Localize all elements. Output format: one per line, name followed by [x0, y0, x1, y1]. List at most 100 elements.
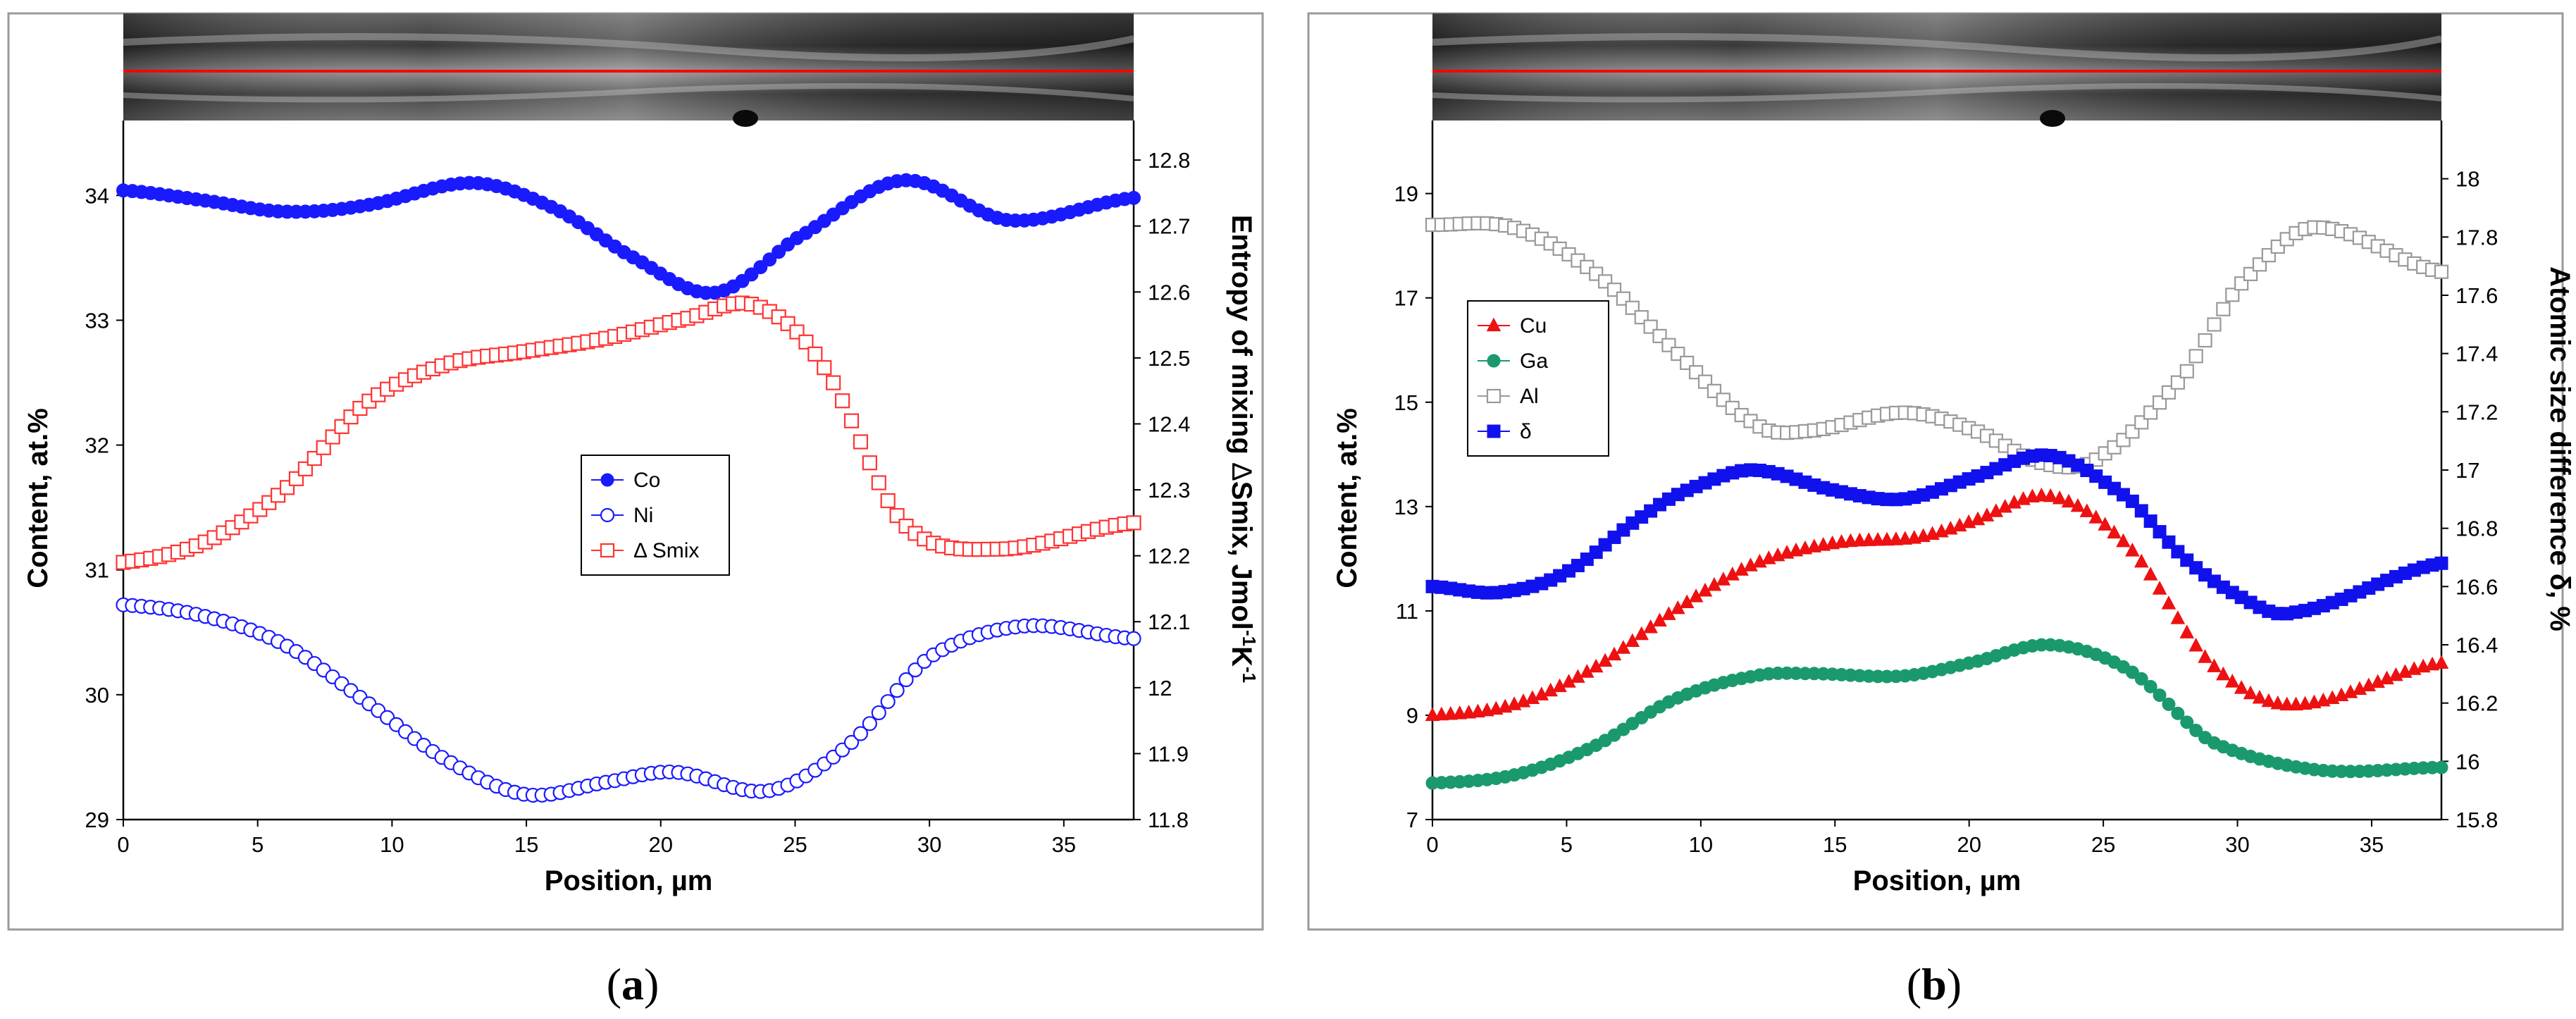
chart-a-xtick-label: 15 — [514, 832, 538, 857]
chart-b-point-cu — [2216, 666, 2231, 681]
caption-a: (a) — [607, 959, 660, 1009]
chart-b-point-cu — [2098, 517, 2112, 531]
chart-a-y2tick-label: 11.9 — [1148, 741, 1189, 766]
chart-a-ytick-label: 30 — [85, 683, 109, 708]
chart-b-y2tick-label: 16.2 — [2456, 691, 2498, 716]
chart-b-point-cu — [1888, 531, 1904, 545]
chart-a-point-δsmix — [834, 393, 850, 409]
chart-b-point-cu — [2234, 680, 2249, 694]
chart-b-point-cu — [2116, 533, 2131, 548]
chart-b-point-cu — [1852, 532, 1867, 547]
chart-b-ytick-label: 13 — [1394, 495, 1418, 519]
chart-b-point-cu — [1425, 707, 1440, 722]
chart-a-ytick-label: 29 — [85, 808, 109, 832]
chart-a-legend-marker — [600, 543, 615, 558]
chart-b-legend-label: δ — [1520, 420, 1532, 443]
caption-b: (b) — [1907, 959, 1962, 1009]
chart-a-legend-marker — [600, 473, 614, 487]
chart-a-point-ni — [908, 662, 923, 678]
chart-b-xtick-label: 10 — [1689, 832, 1713, 857]
chart-b-point-cu — [2043, 488, 2058, 502]
chart-b-y2tick-label: 16.8 — [2456, 517, 2498, 541]
chart-b-point-ga — [2171, 706, 2185, 720]
chart-b-point-al — [2198, 333, 2212, 348]
chart-a-series-ni — [116, 597, 1141, 803]
chart-a-legend-label: Ni — [633, 504, 653, 527]
chart-b-point-cu — [1743, 557, 1758, 572]
chart-a-point-δsmix — [1126, 515, 1141, 531]
chart-b-y2tick-label: 17.8 — [2456, 225, 2498, 249]
chart-b-point-cu — [2261, 693, 2277, 708]
chart-b-point-ga — [2153, 688, 2167, 703]
chart-a-y2tick-label: 12.6 — [1148, 280, 1190, 304]
chart-a-point-co — [1127, 190, 1141, 205]
chart-b-point-cu — [1870, 531, 1885, 546]
chart-a-point-δsmix — [843, 413, 860, 428]
chart-a-xtick-label: 25 — [783, 832, 807, 857]
chart-a-xtick-label: 35 — [1052, 832, 1076, 857]
chart-b-legend-marker — [1486, 388, 1501, 404]
chart-b-point-δ — [2434, 556, 2448, 570]
chart-a-point-ni — [880, 693, 896, 710]
chart-a: 0 5 10 15 20 25 30 35 29 30 31 32 33 34 11.8 11.9 12 12.1… — [23, 121, 1260, 896]
chart-b-point-cu — [2198, 649, 2212, 663]
chart-b-point-cu — [2125, 542, 2140, 557]
chart-b-point-ga — [2143, 679, 2157, 693]
chart-b-y2tick-label: 17.4 — [2456, 342, 2498, 366]
chart-b-point-cu — [2061, 493, 2076, 508]
chart-a-y2tick-label: 12.8 — [1148, 148, 1190, 173]
chart-a-legend-marker — [600, 507, 615, 523]
chart-b-legend-marker — [1486, 317, 1501, 332]
chart-b-y2-axis-title: Atomic size difference δ, % — [2544, 266, 2575, 631]
chart-b-xtick-label: 25 — [2091, 832, 2115, 857]
chart-b-xtick-label: 15 — [1823, 832, 1847, 857]
chart-a-point-ni — [862, 716, 877, 731]
panel-b-frame — [1307, 12, 2564, 931]
chart-a-point-ni — [871, 705, 886, 721]
chart-b-point-ga — [2125, 665, 2139, 679]
chart-a-point-ni — [843, 734, 860, 751]
chart-b-y2tick-label: 16 — [2456, 749, 2479, 774]
chart-b-legend-marker — [1487, 354, 1501, 368]
chart-b-y2tick-label: 18 — [2456, 167, 2479, 192]
chart-b-point-cu — [1434, 706, 1449, 721]
chart-b-ytick-label: 11 — [1396, 599, 1418, 624]
chart-b-point-cu — [2143, 567, 2158, 581]
chart-b-point-cu — [2243, 685, 2258, 700]
chart-a-y2tick-label: 12.2 — [1148, 544, 1190, 569]
chart-b-legend: Cu Ga Al δ — [1467, 300, 1609, 457]
chart-a-point-co — [762, 252, 777, 267]
chart-b-point-cu — [2152, 581, 2167, 595]
chart-a-series-deltasmix — [116, 295, 1141, 570]
chart-a-y2tick-label: 12 — [1148, 676, 1172, 700]
chart-a-ytick-label: 34 — [85, 183, 109, 208]
chart-a-legend-label: Co — [633, 469, 660, 492]
chart-b-point-cu — [1879, 531, 1895, 546]
chart-b-point-cu — [2007, 495, 2021, 509]
chart-a-point-δsmix — [871, 475, 886, 490]
chart-b-point-cu — [2270, 695, 2286, 710]
chart-a-point-δsmix — [853, 434, 869, 450]
chart-a-point-δsmix — [807, 346, 823, 362]
chart-b-point-cu — [2279, 696, 2294, 711]
chart-a-y2tick-label: 12.1 — [1148, 610, 1190, 634]
chart-b-point-cu — [1616, 640, 1631, 654]
chart-b-x-axis-title: Position, µm — [1853, 865, 2021, 896]
chart-b-series-cu — [1425, 487, 2449, 722]
chart-a-y2tick-label: 12.7 — [1148, 214, 1190, 239]
chart-a-ytick-label: 32 — [85, 433, 109, 458]
chart-b-point-cu — [1861, 532, 1876, 546]
panel-b-micrograph — [1432, 13, 2443, 127]
chart-a-ytick-label: 33 — [85, 308, 109, 333]
chart-b-point-δ — [2134, 504, 2148, 518]
chart-a-xtick-label: 0 — [117, 832, 129, 857]
chart-b-legend-marker — [1487, 424, 1501, 438]
chart-b-point-cu — [2252, 689, 2267, 704]
chart-a-y2tick-label: 11.8 — [1148, 808, 1189, 832]
chart-b-point-cu — [2179, 624, 2195, 638]
chart-b-point-ga — [2189, 724, 2203, 738]
chart-b-point-cu — [2088, 510, 2104, 524]
chart-b-series-delta — [1425, 448, 2448, 621]
chart-a-y2-axis-title: Entropy of mixing ΔSmix, Jmol-1K-1 — [1226, 215, 1260, 683]
